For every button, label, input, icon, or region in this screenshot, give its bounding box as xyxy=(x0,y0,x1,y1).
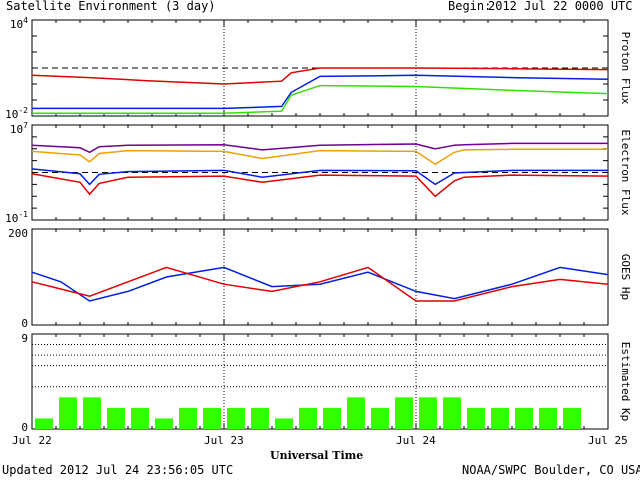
ytick-label-bottom: 0 xyxy=(21,317,28,330)
kp-bar xyxy=(371,407,389,429)
xtick-label-2: Jul 24 xyxy=(396,434,436,447)
panel-1-ylabel: Electron Flux xyxy=(619,129,632,215)
series-line-red xyxy=(31,67,609,85)
ytick-label-bottom: 10-1 xyxy=(5,210,28,225)
x-axis-label: Universal Time xyxy=(270,449,364,462)
series-line-orange xyxy=(31,148,608,166)
panel-0-ylabel: Proton Flux xyxy=(619,32,632,105)
panel-3-ylabel: Estimated Kp xyxy=(619,342,632,421)
series-line-green xyxy=(32,84,609,114)
kp-bar xyxy=(83,397,101,429)
kp-bar xyxy=(299,407,317,429)
kp-bar xyxy=(419,397,437,429)
panel-0: 104 10-2 Proton Flux xyxy=(5,16,632,121)
kp-bar xyxy=(563,407,581,429)
kp-bar xyxy=(131,407,149,429)
panel-2: 200 0 GOES Hp xyxy=(8,227,632,330)
kp-bar xyxy=(467,407,485,429)
series-line-red xyxy=(31,172,609,198)
updated-timestamp: Updated 2012 Jul 24 23:56:05 UTC xyxy=(2,463,234,477)
kp-bar xyxy=(179,407,197,429)
begin-label: Begin: xyxy=(448,0,492,13)
series-line-blue xyxy=(31,168,608,186)
kp-bar xyxy=(227,407,245,429)
panel-1: 107 10-1 Electron Flux xyxy=(5,121,632,225)
kp-bar xyxy=(443,397,461,429)
ytick-label-bottom: 10-2 xyxy=(5,106,28,121)
series-line-blue xyxy=(32,74,609,110)
source-credit: NOAA/SWPC Boulder, CO USA xyxy=(462,463,640,477)
xtick-label-1: Jul 23 xyxy=(204,434,244,447)
panel-3: 9 0 Estimated Kp xyxy=(21,332,632,434)
kp-bar xyxy=(323,407,341,429)
panel-frame xyxy=(31,228,609,326)
kp-bar xyxy=(539,407,557,429)
ytick-label-top: 9 xyxy=(21,332,28,345)
panel-2-ylabel: GOES Hp xyxy=(619,254,632,300)
kp-bar xyxy=(347,397,365,429)
kp-bar xyxy=(107,407,125,429)
xtick-label-3: Jul 25 xyxy=(588,434,628,447)
series-line-red xyxy=(31,266,609,302)
kp-bar xyxy=(203,407,221,429)
kp-bar xyxy=(155,418,173,429)
kp-bar xyxy=(491,407,509,429)
xtick-label-0: Jul 22 xyxy=(12,434,52,447)
kp-bar xyxy=(35,418,53,429)
kp-bar xyxy=(515,407,533,429)
kp-bar xyxy=(275,418,293,429)
series-line-purple xyxy=(31,142,608,154)
begin-value: 2012 Jul 22 0000 UTC xyxy=(488,0,633,13)
kp-bar xyxy=(395,397,413,429)
ytick-label-top: 200 xyxy=(8,227,28,240)
ytick-label-bottom: 0 xyxy=(21,421,28,434)
kp-bar xyxy=(251,407,269,429)
series-line-blue xyxy=(31,266,609,302)
ytick-label-top: 104 xyxy=(10,16,28,31)
ytick-label-top: 107 xyxy=(10,121,28,136)
page-title: Satellite Environment (3 day) xyxy=(6,0,216,13)
kp-bar xyxy=(59,397,77,429)
